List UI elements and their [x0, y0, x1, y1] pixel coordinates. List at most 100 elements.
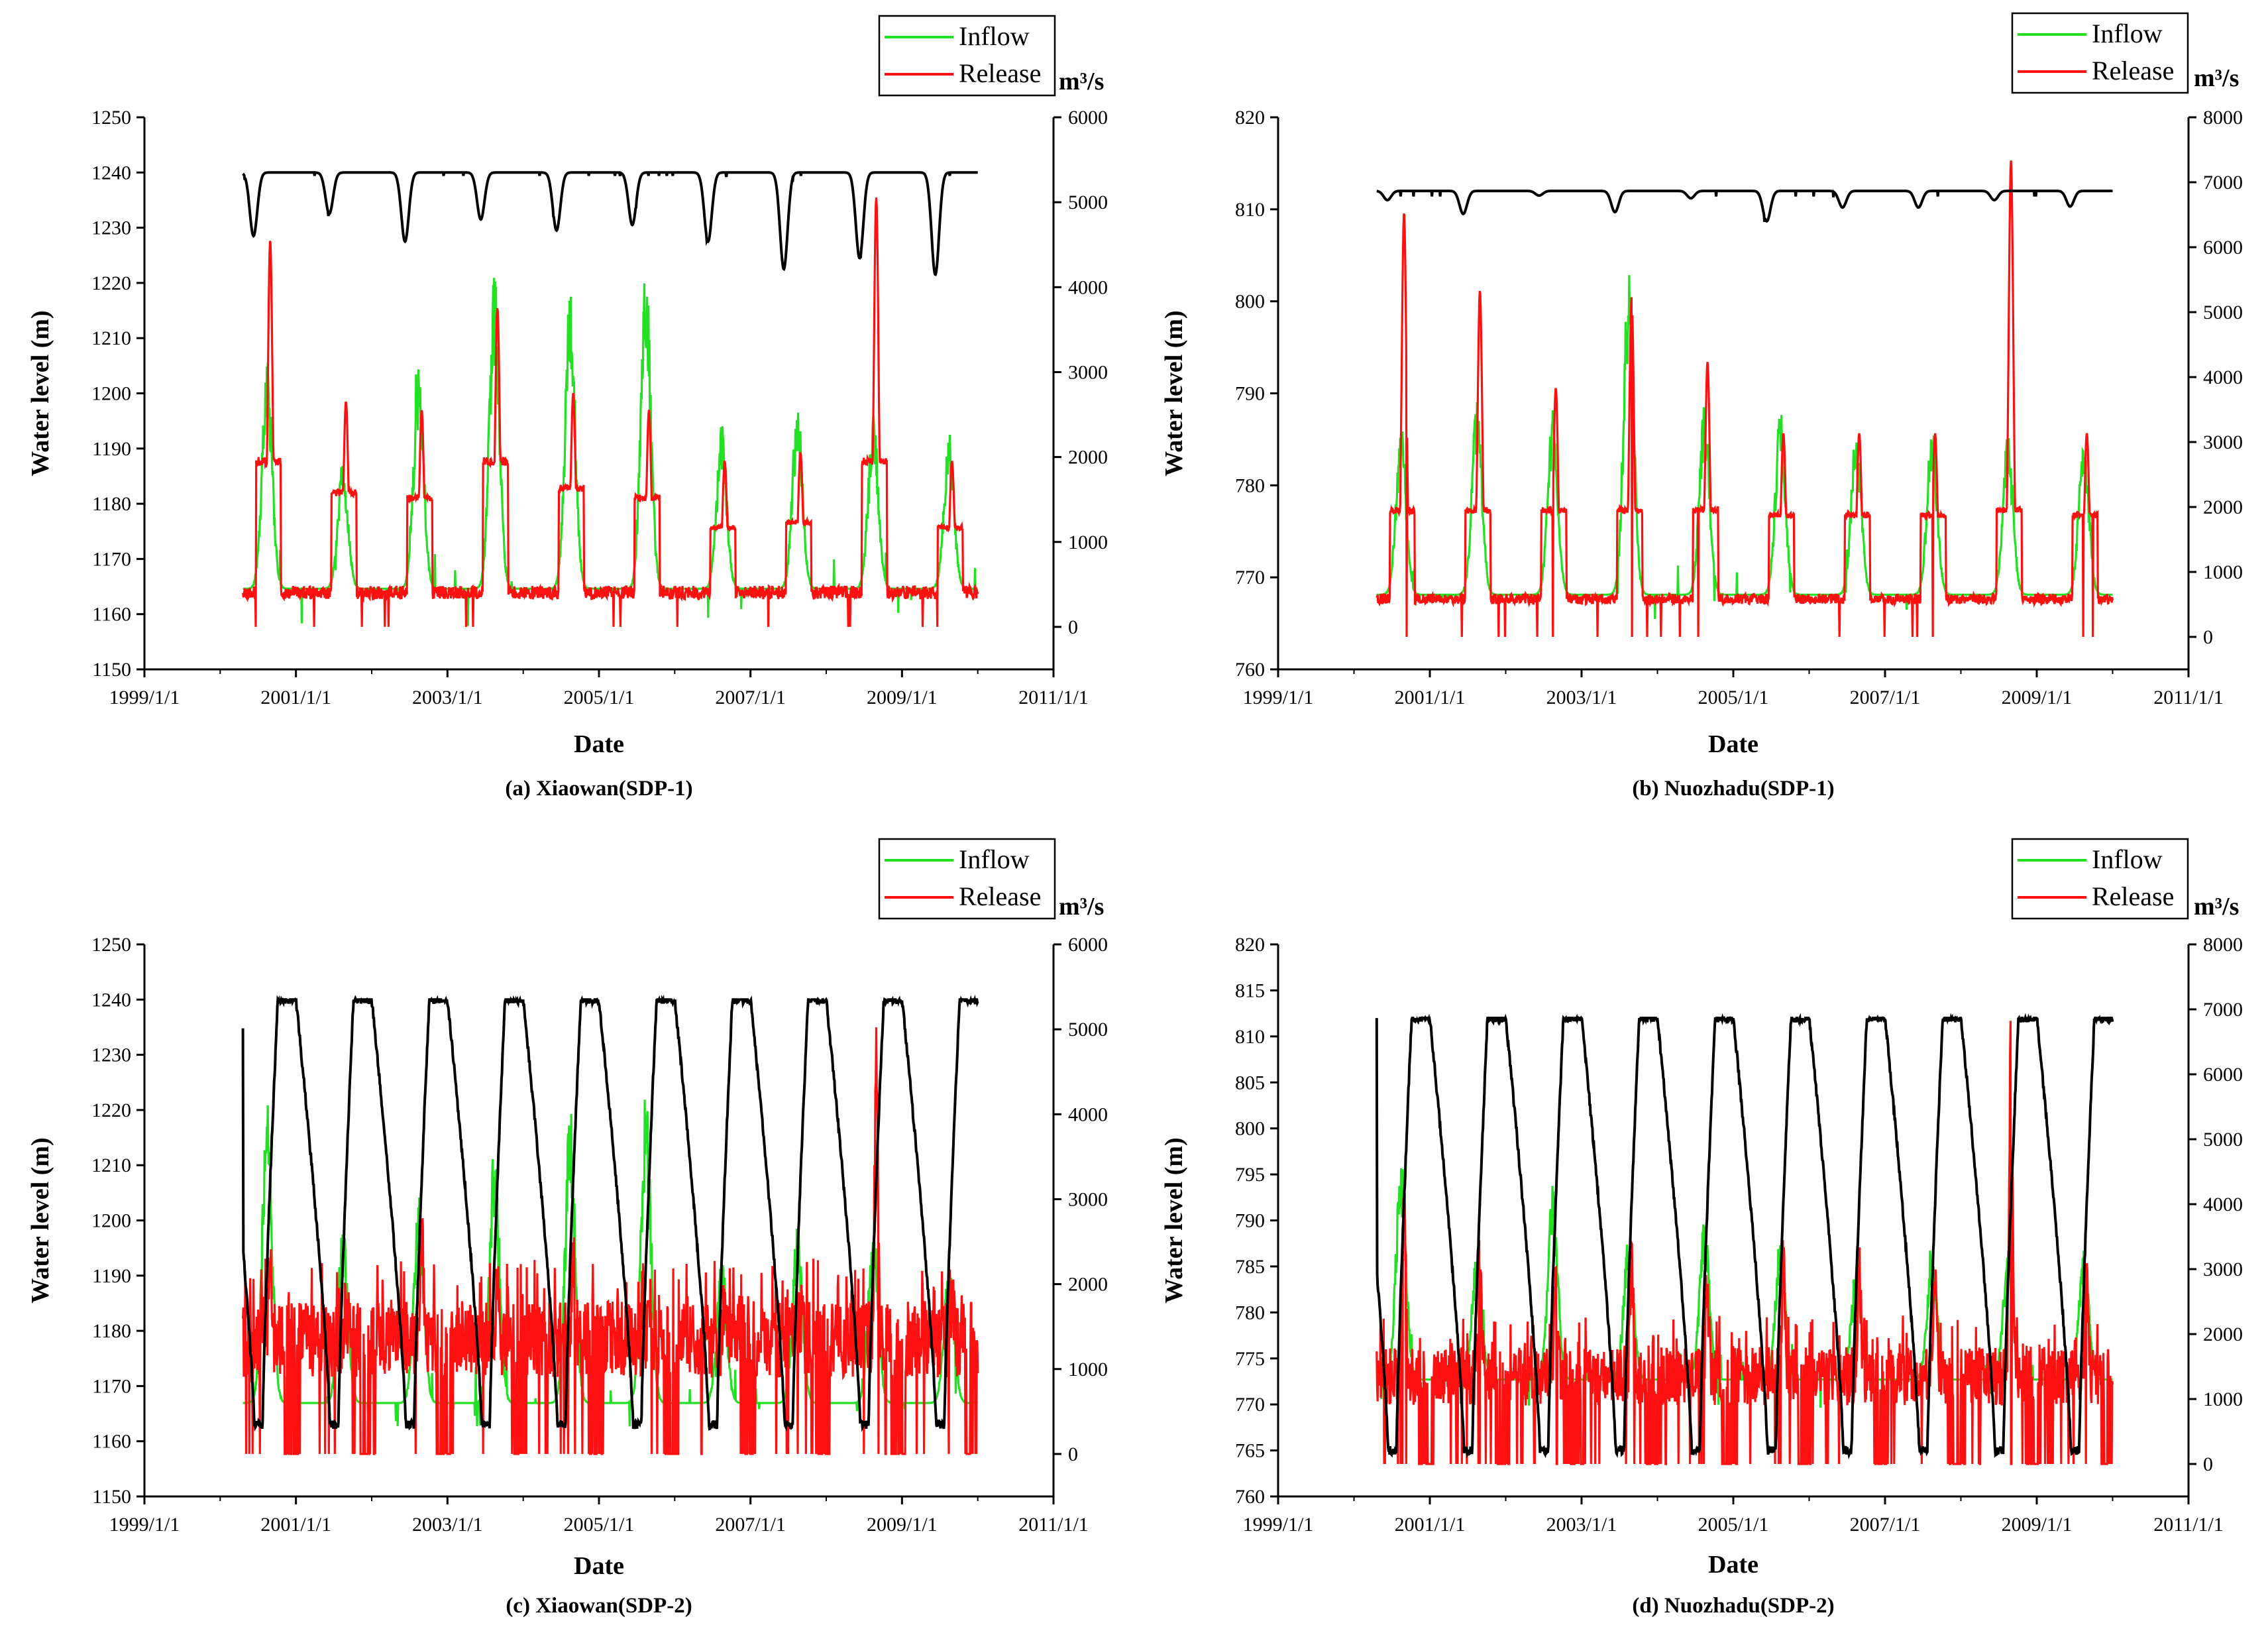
- y2-tick-label: 0: [1068, 1443, 1078, 1465]
- y2-tick-label: 5000: [1068, 192, 1108, 213]
- y-tick-label: 1160: [92, 604, 131, 626]
- y-axis-title: Water level (m): [1160, 1137, 1188, 1303]
- x-tick-label: 2003/1/1: [412, 687, 483, 708]
- y-tick-label: 1250: [91, 934, 131, 956]
- y-axis-title: Water level (m): [1160, 310, 1188, 476]
- series-water-level: [241, 994, 979, 1432]
- y-tick-label: 1220: [91, 272, 131, 294]
- y2-tick-label: 5000: [2203, 1129, 2243, 1151]
- legend-box: [878, 838, 1056, 920]
- panel-caption: (d) Nuozhadu(SDP-2): [1632, 1594, 1834, 1618]
- panel-caption: (b) Nuozhadu(SDP-1): [1632, 777, 1834, 801]
- y2-tick-label: 3000: [2203, 1259, 2243, 1280]
- y2-tick-label: 1000: [2203, 1388, 2243, 1410]
- y2-tick-label: 1000: [1068, 532, 1108, 553]
- y-tick-label: 800: [1235, 291, 1265, 313]
- y-tick-label: 810: [1235, 1026, 1265, 1048]
- y-tick-label: 1190: [92, 1265, 131, 1287]
- x-tick-label: 2011/1/1: [1018, 1514, 1089, 1536]
- legend-release-label: Release: [2092, 881, 2174, 911]
- chart-panel-b: 760 770 780 790 800 810 820 0 1000 2000 3000 4000 50…: [1160, 12, 2243, 801]
- y2-tick-label: 6000: [2203, 1064, 2243, 1086]
- legend-release-label: Release: [959, 881, 1041, 911]
- y2-tick-label: 3000: [2203, 431, 2243, 453]
- x-axis-title: Date: [1708, 730, 1758, 758]
- chart-panel-d: 760 765 770 775 780 785 790 795 800 805 810 815 820 0…: [1160, 838, 2243, 1618]
- y2-tick-label: 5000: [1068, 1019, 1108, 1040]
- y2-tick-label: 8000: [2203, 107, 2243, 129]
- legend-box: [2011, 12, 2189, 94]
- chart-panel-a: 1150 1160 1170 1180 1190 1200 1210 1220 1230 1240…: [27, 15, 1108, 801]
- x-tick-label: 2003/1/1: [1546, 1514, 1617, 1536]
- series-release: [1376, 160, 2114, 638]
- y-tick-label: 785: [1235, 1256, 1265, 1278]
- y-tick-label: 810: [1235, 199, 1265, 221]
- y2-tick-label: 3000: [1068, 361, 1108, 383]
- x-tick-label: 2009/1/1: [2002, 687, 2073, 708]
- x-tick-label: 2009/1/1: [867, 687, 938, 708]
- y2-tick-label: 0: [1068, 616, 1078, 638]
- legend-release-label: Release: [2092, 56, 2174, 85]
- y2-tick-label: 3000: [1068, 1188, 1108, 1210]
- y-tick-label: 765: [1235, 1440, 1265, 1462]
- y2-tick-label: 2000: [2203, 496, 2243, 518]
- series-release: [242, 197, 979, 627]
- y-tick-label: 1150: [92, 1486, 131, 1508]
- legend: Inflow Release: [2011, 838, 2189, 920]
- y2-tick-label: 2000: [2203, 1323, 2243, 1345]
- x-tick-label: 2001/1/1: [1395, 1514, 1466, 1536]
- y-tick-label: 1220: [91, 1099, 131, 1121]
- y-tick-label: 815: [1235, 980, 1265, 1001]
- y-tick-label: 775: [1235, 1348, 1265, 1370]
- y-tick-label: 1240: [91, 989, 131, 1011]
- panel-caption: (a) Xiaowan(SDP-1): [505, 777, 692, 801]
- y-tick-label: 1230: [91, 217, 131, 239]
- x-tick-label: 2011/1/1: [2153, 1514, 2224, 1536]
- x-tick-label: 2011/1/1: [1018, 687, 1089, 708]
- x-axis-title: Date: [574, 730, 624, 758]
- x-tick-label: 1999/1/1: [1243, 1514, 1314, 1536]
- y-tick-label: 1170: [92, 548, 131, 570]
- legend: Inflow Release: [878, 838, 1056, 920]
- y-tick-label: 1170: [92, 1375, 131, 1397]
- y-tick-label: 805: [1235, 1072, 1265, 1094]
- legend-inflow-label: Inflow: [959, 21, 1030, 51]
- x-tick-label: 2005/1/1: [564, 1514, 635, 1536]
- y-tick-label: 1210: [91, 1154, 131, 1176]
- y-tick-label: 1160: [92, 1431, 131, 1453]
- x-tick-label: 2009/1/1: [2002, 1514, 2073, 1536]
- y-tick-label: 1210: [91, 327, 131, 349]
- series-inflow: [1376, 275, 2113, 620]
- series-water-level: [1376, 189, 2113, 223]
- y-tick-label: 790: [1235, 1210, 1265, 1232]
- y-tick-label: 760: [1235, 1486, 1265, 1508]
- y-tick-label: 770: [1235, 1394, 1265, 1416]
- x-tick-label: 2005/1/1: [564, 687, 635, 708]
- y2-tick-label: 1000: [2203, 561, 2243, 583]
- legend: Inflow Release: [2011, 12, 2189, 94]
- y2-tick-label: 6000: [1068, 934, 1108, 956]
- x-tick-label: 2007/1/1: [715, 1514, 786, 1536]
- y2-tick-label: 8000: [2203, 934, 2243, 956]
- y2-tick-label: 7000: [2203, 999, 2243, 1021]
- y2-tick-label: 2000: [1068, 447, 1108, 469]
- x-tick-label: 2007/1/1: [1850, 687, 1921, 708]
- x-axis-title: Date: [1708, 1551, 1758, 1579]
- y-tick-label: 800: [1235, 1118, 1265, 1140]
- x-tick-label: 1999/1/1: [1243, 687, 1314, 708]
- x-axis-title: Date: [574, 1552, 624, 1580]
- series-inflow: [243, 278, 978, 626]
- y-tick-label: 790: [1235, 383, 1265, 405]
- y-tick-label: 1230: [91, 1044, 131, 1066]
- legend-release-label: Release: [959, 58, 1041, 88]
- y2-tick-label: 4000: [1068, 1103, 1108, 1125]
- y2-unit-label: m³/s: [2194, 893, 2239, 921]
- y2-tick-label: 4000: [2203, 366, 2243, 388]
- y2-tick-label: 5000: [2203, 302, 2243, 323]
- y-tick-label: 1200: [91, 1210, 131, 1232]
- x-tick-label: 2009/1/1: [867, 1514, 938, 1536]
- y2-unit-label: m³/s: [1059, 893, 1104, 921]
- legend-inflow-label: Inflow: [2092, 844, 2163, 874]
- y-tick-label: 760: [1235, 659, 1265, 681]
